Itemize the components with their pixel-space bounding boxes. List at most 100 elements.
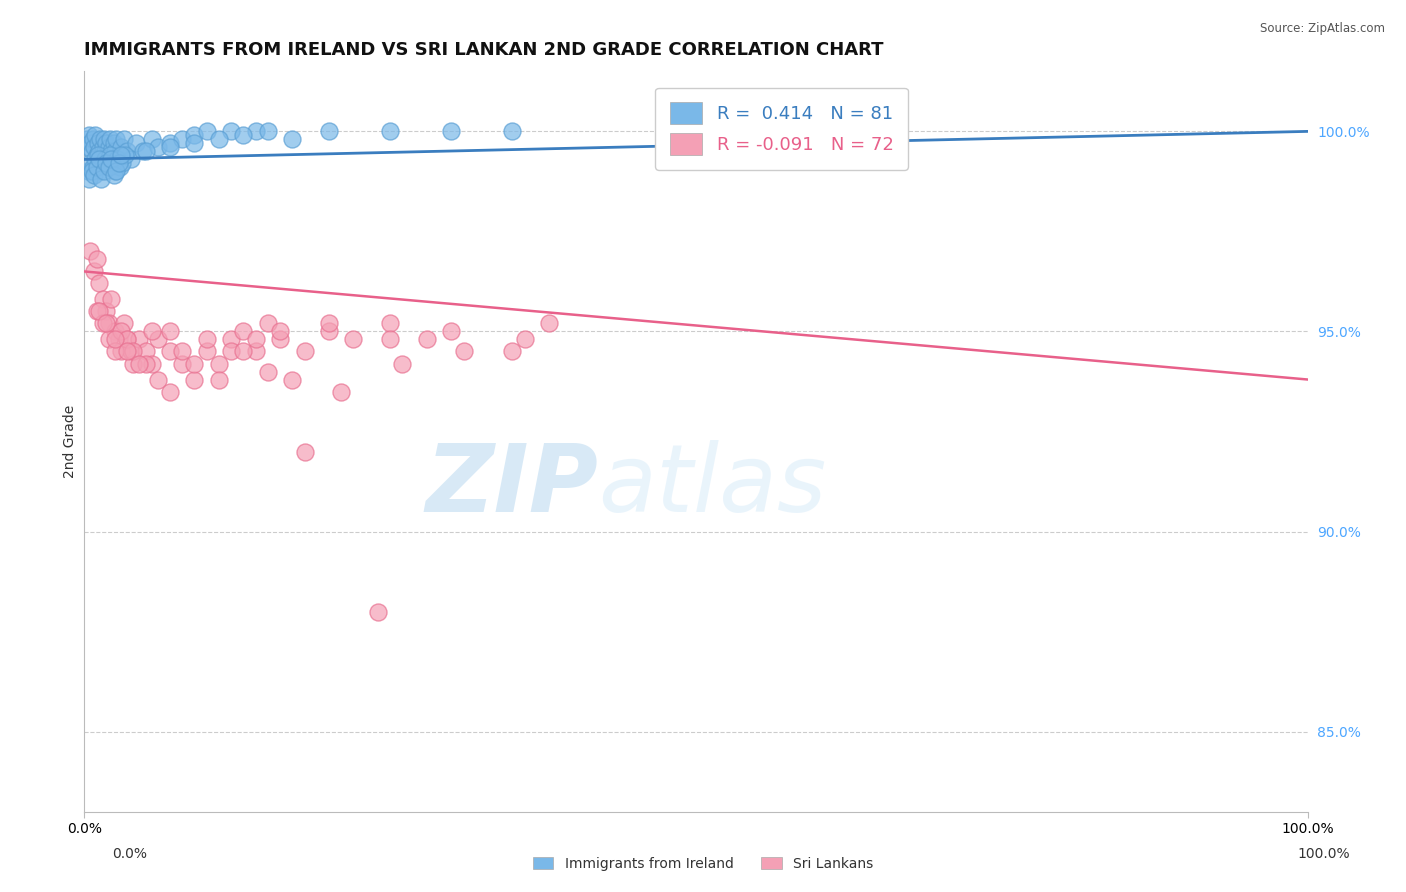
- Point: [79, 136, 101, 151]
- Point: [94, 153, 117, 167]
- Point: [87, 277, 110, 291]
- Legend: Immigrants from Ireland, Sri Lankans: Immigrants from Ireland, Sri Lankans: [527, 851, 879, 876]
- Point: [87, 304, 110, 318]
- Point: [318, 325, 340, 339]
- Point: [104, 325, 127, 339]
- Point: [82, 161, 104, 175]
- Point: [159, 384, 181, 399]
- Point: [219, 333, 242, 347]
- Point: [159, 136, 181, 151]
- Point: [107, 333, 129, 347]
- Point: [76, 132, 98, 146]
- Point: [104, 344, 127, 359]
- Point: [125, 136, 148, 151]
- Point: [101, 153, 124, 167]
- Point: [208, 357, 231, 371]
- Point: [257, 364, 280, 378]
- Point: [318, 124, 340, 138]
- Point: [86, 252, 108, 267]
- Point: [77, 128, 100, 143]
- Point: [103, 169, 125, 183]
- Point: [380, 333, 402, 347]
- Point: [77, 172, 100, 186]
- Point: [195, 124, 218, 138]
- Point: [87, 136, 110, 151]
- Point: [513, 333, 536, 347]
- Point: [91, 140, 114, 154]
- Point: [135, 145, 157, 159]
- Y-axis label: 2nd Grade: 2nd Grade: [63, 405, 77, 478]
- Point: [183, 357, 205, 371]
- Point: [97, 317, 120, 331]
- Point: [195, 344, 218, 359]
- Point: [208, 132, 231, 146]
- Point: [108, 161, 131, 175]
- Point: [110, 325, 132, 339]
- Point: [91, 317, 114, 331]
- Text: 100.0%: 100.0%: [1298, 847, 1350, 861]
- Point: [87, 153, 110, 167]
- Point: [115, 333, 138, 347]
- Point: [367, 605, 389, 619]
- Point: [83, 169, 105, 183]
- Point: [146, 372, 169, 386]
- Point: [159, 344, 181, 359]
- Point: [538, 317, 561, 331]
- Point: [97, 140, 120, 154]
- Point: [128, 357, 150, 371]
- Point: [112, 317, 135, 331]
- Point: [232, 325, 254, 339]
- Point: [159, 325, 181, 339]
- Point: [159, 140, 181, 154]
- Point: [96, 304, 118, 318]
- Point: [502, 124, 524, 138]
- Point: [219, 124, 242, 138]
- Text: Source: ZipAtlas.com: Source: ZipAtlas.com: [1260, 22, 1385, 36]
- Point: [135, 357, 157, 371]
- Point: [122, 357, 145, 371]
- Point: [97, 333, 120, 347]
- Point: [115, 145, 138, 159]
- Point: [90, 153, 112, 167]
- Legend: R =  0.414   N = 81, R = -0.091   N = 72: R = 0.414 N = 81, R = -0.091 N = 72: [655, 87, 908, 169]
- Point: [80, 164, 103, 178]
- Point: [502, 344, 524, 359]
- Point: [416, 333, 439, 347]
- Point: [115, 344, 138, 359]
- Point: [269, 325, 291, 339]
- Point: [111, 156, 134, 170]
- Point: [183, 128, 205, 143]
- Point: [120, 344, 142, 359]
- Point: [294, 444, 316, 458]
- Point: [77, 164, 100, 178]
- Point: [245, 124, 267, 138]
- Point: [141, 132, 163, 146]
- Point: [96, 156, 118, 170]
- Point: [86, 304, 108, 318]
- Point: [294, 344, 316, 359]
- Point: [77, 140, 100, 154]
- Point: [172, 344, 194, 359]
- Point: [281, 132, 304, 146]
- Point: [146, 140, 169, 154]
- Point: [97, 161, 120, 175]
- Point: [107, 156, 129, 170]
- Point: [101, 156, 124, 170]
- Point: [93, 164, 115, 178]
- Point: [183, 372, 205, 386]
- Point: [96, 317, 118, 331]
- Point: [100, 153, 122, 167]
- Point: [91, 293, 114, 307]
- Point: [330, 384, 353, 399]
- Point: [120, 153, 142, 167]
- Point: [104, 164, 127, 178]
- Point: [380, 124, 402, 138]
- Point: [90, 172, 112, 186]
- Point: [122, 344, 145, 359]
- Point: [141, 357, 163, 371]
- Point: [183, 136, 205, 151]
- Point: [245, 344, 267, 359]
- Point: [391, 357, 413, 371]
- Point: [195, 333, 218, 347]
- Point: [135, 344, 157, 359]
